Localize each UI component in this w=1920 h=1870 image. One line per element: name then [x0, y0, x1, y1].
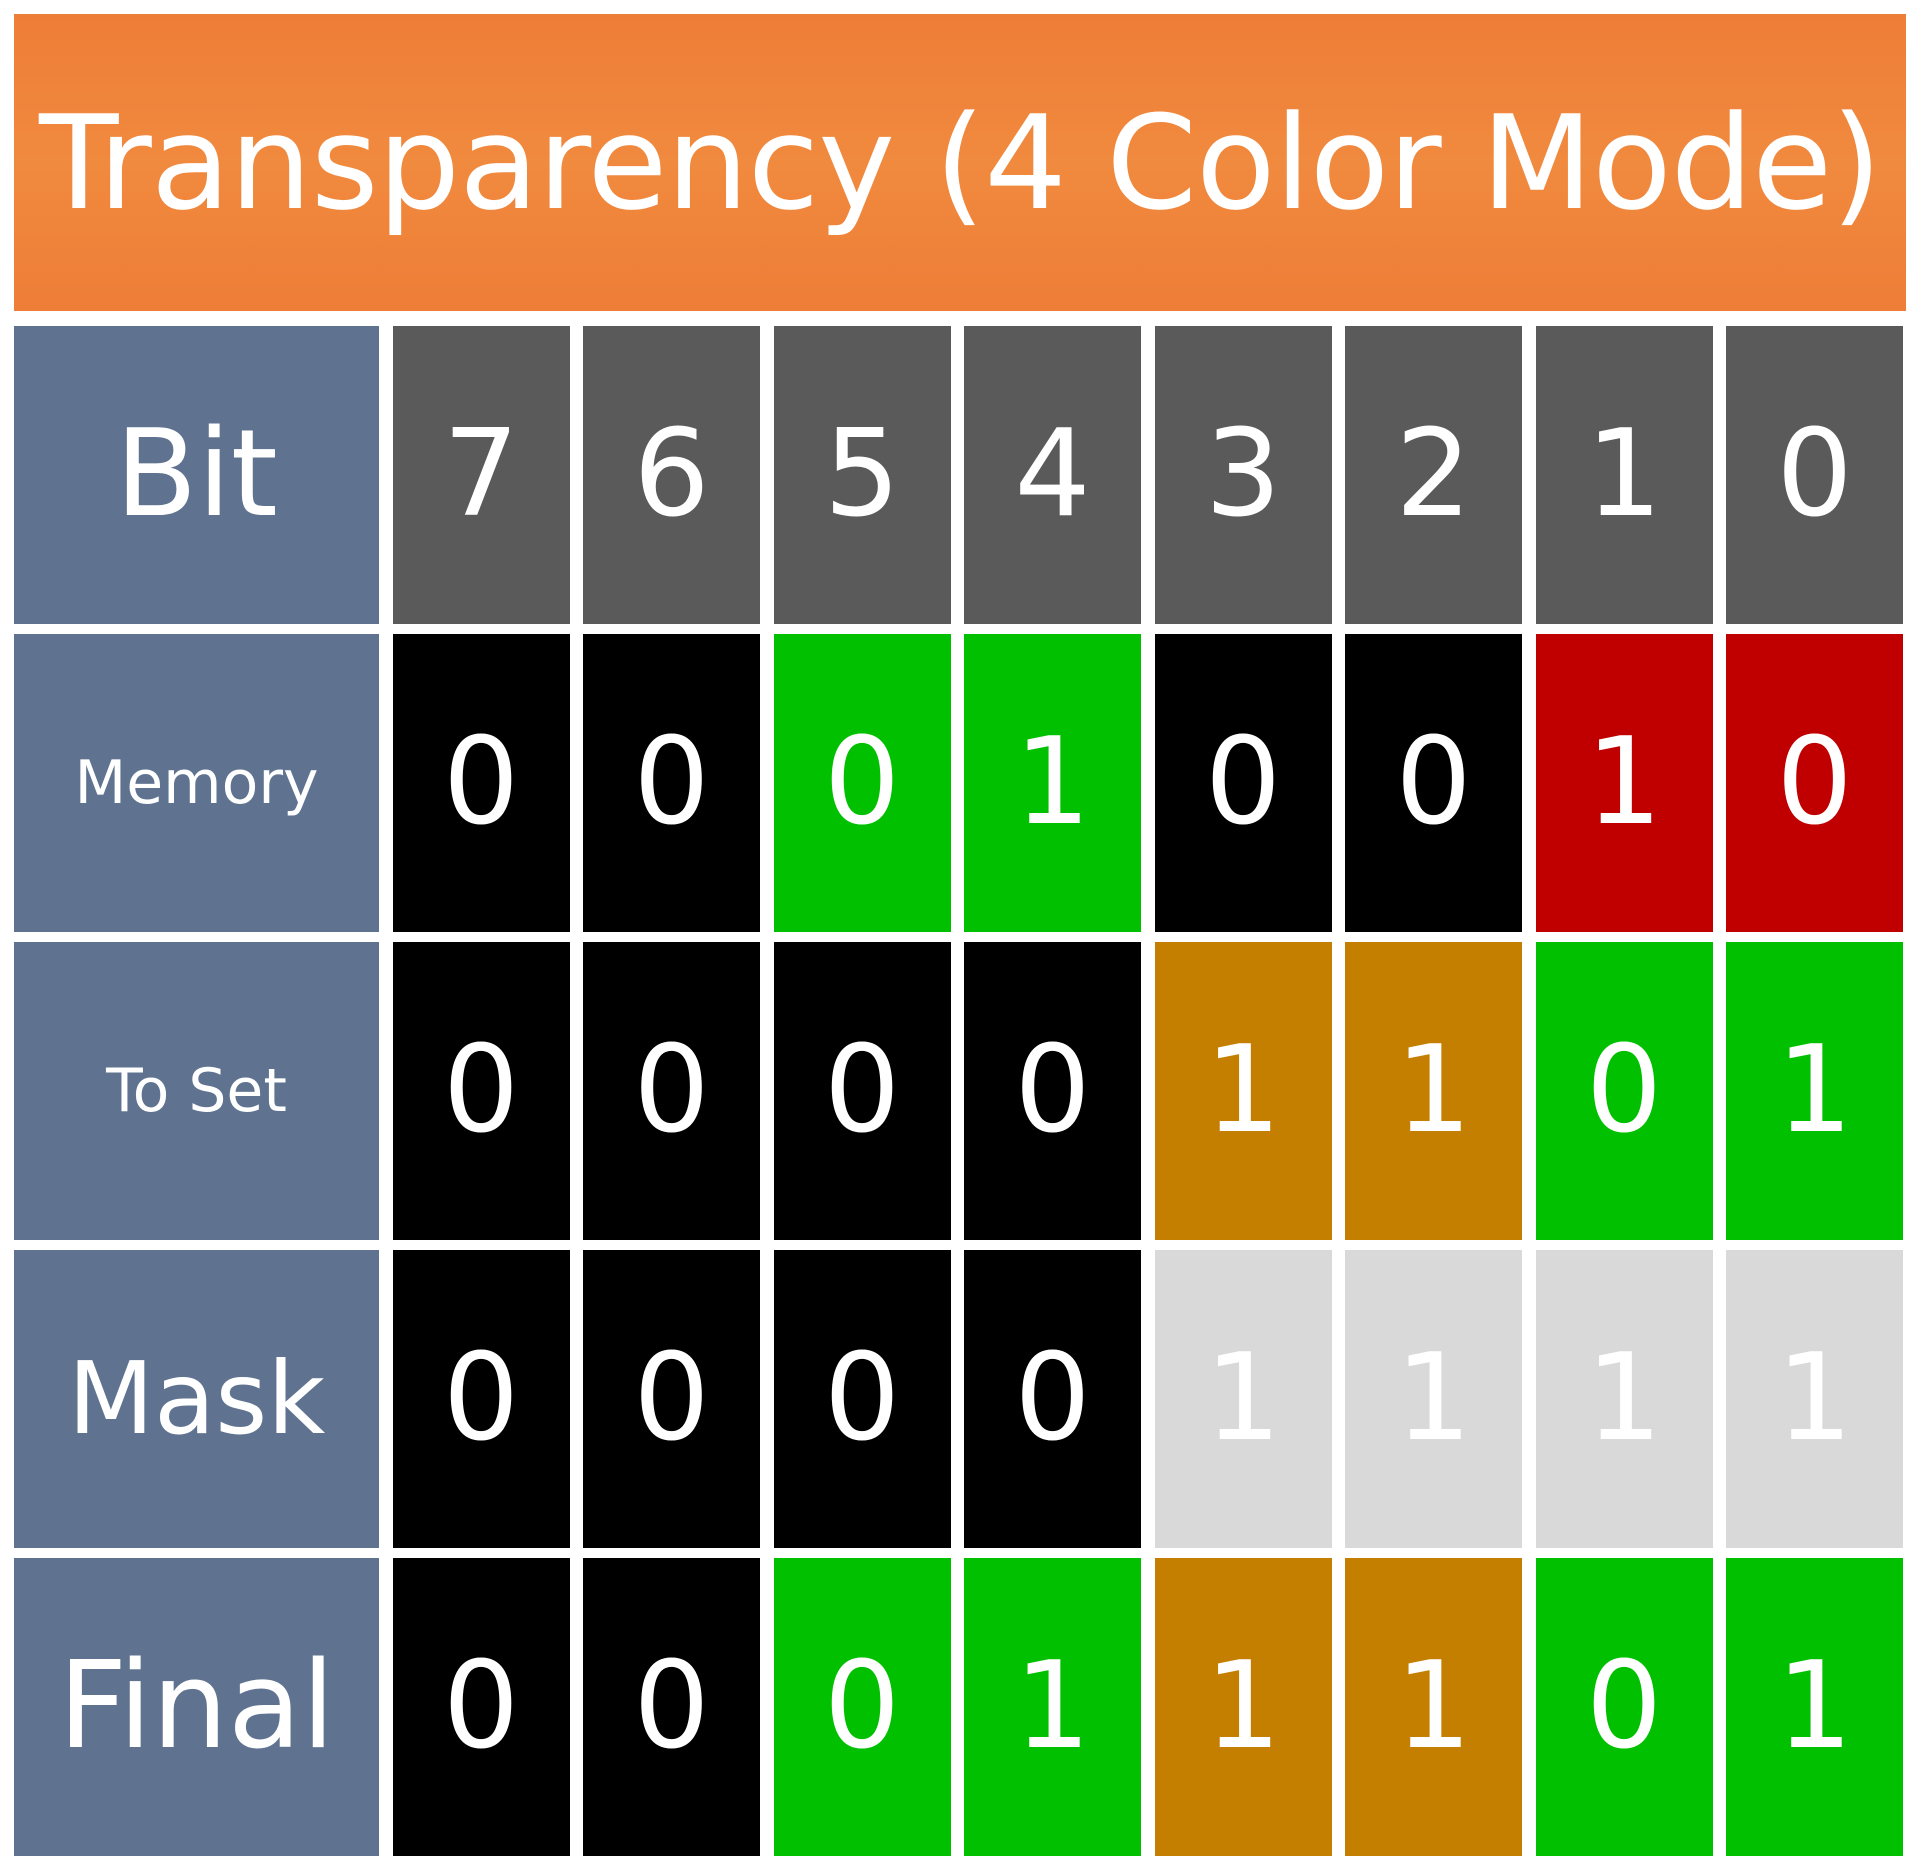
bit-header-cell: 2	[1345, 326, 1522, 624]
bit-header-cell: 4	[964, 326, 1141, 624]
row-label-final: Final	[14, 1558, 379, 1856]
bit-header-cell: 1	[1535, 326, 1713, 624]
bit-header-cell: 6	[583, 326, 760, 624]
title-bar: Transparency (4 Color Mode)	[14, 14, 1906, 311]
final-bit-cell: 1	[964, 1558, 1141, 1856]
to-set-bit-cell: 0	[964, 942, 1141, 1240]
final-bit-cell: 0	[773, 1558, 951, 1856]
memory-bit-cell: 0	[1154, 634, 1332, 932]
final-bit-cell: 1	[1345, 1558, 1522, 1856]
final-bit-cell: 1	[1726, 1558, 1903, 1856]
to-set-bit-cell: 1	[1154, 942, 1332, 1240]
to-set-bit-cell: 0	[583, 942, 760, 1240]
to-set-bit-cell: 1	[1345, 942, 1522, 1240]
bit-header-cell: 5	[773, 326, 951, 624]
mask-bit-cell: 0	[964, 1250, 1141, 1548]
memory-bit-cell: 0	[773, 634, 951, 932]
mask-bit-cell: 1	[1154, 1250, 1332, 1548]
final-bit-cell: 0	[392, 1558, 570, 1856]
mask-bit-cell: 0	[392, 1250, 570, 1548]
to-set-bit-cell: 1	[1726, 942, 1903, 1240]
bit-table: Bit 7 6 5 4 3 2 1 0 Memory 0 0 0 1 0 0 1…	[14, 326, 1906, 1856]
mask-bit-cell: 1	[1345, 1250, 1522, 1548]
final-bit-cell: 0	[1535, 1558, 1713, 1856]
row-label-mask: Mask	[14, 1250, 379, 1548]
diagram-title: Transparency (4 Color Mode)	[39, 86, 1882, 239]
memory-bit-cell: 0	[392, 634, 570, 932]
row-label-to-set: To Set	[14, 942, 379, 1240]
mask-bit-cell: 0	[773, 1250, 951, 1548]
to-set-bit-cell: 0	[392, 942, 570, 1240]
to-set-bit-cell: 0	[773, 942, 951, 1240]
mask-bit-cell: 0	[583, 1250, 760, 1548]
memory-bit-cell: 0	[583, 634, 760, 932]
row-label-memory: Memory	[14, 634, 379, 932]
row-label-bit: Bit	[14, 326, 379, 624]
memory-bit-cell: 0	[1345, 634, 1522, 932]
bit-header-cell: 3	[1154, 326, 1332, 624]
final-bit-cell: 0	[583, 1558, 760, 1856]
final-bit-cell: 1	[1154, 1558, 1332, 1856]
memory-bit-cell: 1	[964, 634, 1141, 932]
memory-bit-cell: 0	[1726, 634, 1903, 932]
memory-bit-cell: 1	[1535, 634, 1713, 932]
bit-header-cell: 0	[1726, 326, 1903, 624]
mask-bit-cell: 1	[1535, 1250, 1713, 1548]
to-set-bit-cell: 0	[1535, 942, 1713, 1240]
mask-bit-cell: 1	[1726, 1250, 1903, 1548]
bit-header-cell: 7	[392, 326, 570, 624]
